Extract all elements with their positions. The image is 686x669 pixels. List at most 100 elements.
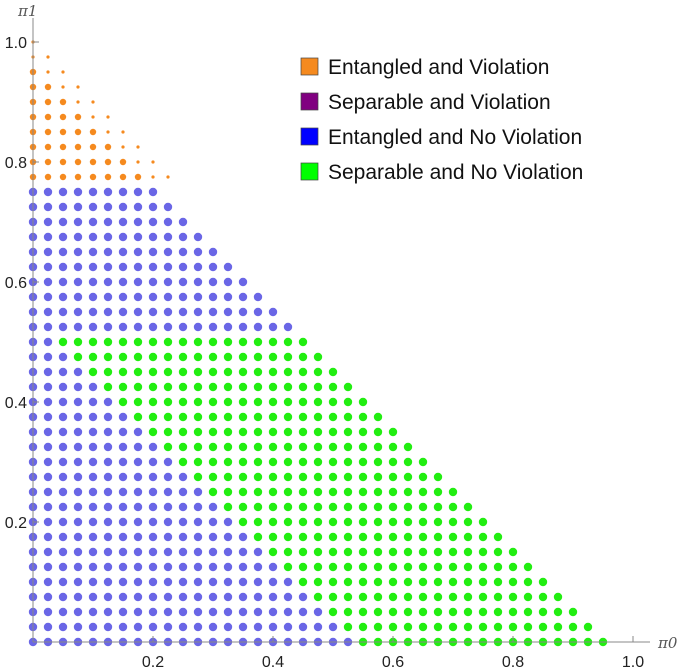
data-point [61, 70, 65, 74]
data-point [373, 532, 383, 542]
data-point [193, 292, 203, 302]
data-point [223, 592, 233, 602]
data-point [148, 457, 158, 467]
data-point [103, 607, 113, 617]
data-point [238, 577, 248, 587]
data-point [418, 532, 428, 542]
data-point [223, 262, 233, 272]
data-point [253, 322, 263, 332]
data-point [463, 622, 473, 632]
data-point [478, 577, 488, 587]
data-point [508, 622, 518, 632]
data-point [238, 322, 248, 332]
data-point [76, 85, 80, 89]
data-point [298, 337, 308, 347]
data-point [133, 442, 143, 452]
data-point [463, 577, 473, 587]
data-point [59, 173, 67, 181]
data-point [193, 442, 203, 452]
legend-swatch [300, 162, 319, 181]
data-point [103, 397, 113, 407]
data-point [358, 532, 368, 542]
data-point [208, 307, 218, 317]
data-point [268, 412, 278, 422]
legend-swatch [300, 127, 319, 146]
data-point [388, 592, 398, 602]
data-point [238, 607, 248, 617]
data-point [58, 322, 68, 332]
data-point [223, 547, 233, 557]
data-point [148, 412, 158, 422]
data-point [103, 502, 113, 512]
data-point [358, 412, 368, 422]
data-point [328, 607, 338, 617]
data-point [523, 607, 533, 617]
data-point [43, 217, 53, 227]
data-point [44, 173, 52, 181]
data-point [268, 532, 278, 542]
data-point [223, 337, 233, 347]
data-point [448, 502, 458, 512]
data-point [523, 592, 533, 602]
data-point [313, 412, 323, 422]
data-point [373, 592, 383, 602]
data-point [88, 517, 98, 527]
data-point [73, 232, 83, 242]
data-point [298, 487, 308, 497]
data-point [373, 487, 383, 497]
y-tick-label: 1.0 [5, 35, 27, 52]
data-point [418, 502, 428, 512]
data-point [433, 607, 443, 617]
data-point [283, 532, 293, 542]
data-point [433, 592, 443, 602]
data-point [58, 352, 68, 362]
data-point [43, 592, 53, 602]
data-point [313, 487, 323, 497]
data-point [313, 397, 323, 407]
data-point [163, 337, 173, 347]
data-point [478, 592, 488, 602]
data-point [178, 442, 188, 452]
data-point [523, 577, 533, 587]
data-point [238, 457, 248, 467]
data-point [119, 173, 127, 181]
legend-label: Separable and Violation [328, 91, 551, 114]
data-point [103, 517, 113, 527]
data-point [538, 592, 548, 602]
data-point [448, 622, 458, 632]
data-point [523, 622, 533, 632]
data-point [253, 547, 263, 557]
data-point [268, 502, 278, 512]
data-point [253, 442, 263, 452]
data-point [73, 202, 83, 212]
data-point [74, 113, 82, 121]
data-point [58, 307, 68, 317]
data-point [73, 442, 83, 452]
data-point [493, 592, 503, 602]
data-point [46, 70, 50, 74]
data-point [493, 622, 503, 632]
data-point [133, 562, 143, 572]
data-point [313, 502, 323, 512]
data-point [388, 562, 398, 572]
data-point [298, 367, 308, 377]
data-point [118, 322, 128, 332]
data-point [43, 457, 53, 467]
data-point [463, 547, 473, 557]
data-point [103, 187, 113, 197]
data-point [373, 412, 383, 422]
data-point [178, 562, 188, 572]
data-point [44, 143, 52, 151]
data-point [268, 607, 278, 617]
data-point [88, 217, 98, 227]
data-point [133, 427, 143, 437]
data-point [268, 427, 278, 437]
data-point [43, 487, 53, 497]
data-point [508, 562, 518, 572]
data-point [118, 577, 128, 587]
data-point [208, 562, 218, 572]
data-point [433, 487, 443, 497]
data-point [253, 622, 263, 632]
data-point [298, 412, 308, 422]
data-point [58, 427, 68, 437]
